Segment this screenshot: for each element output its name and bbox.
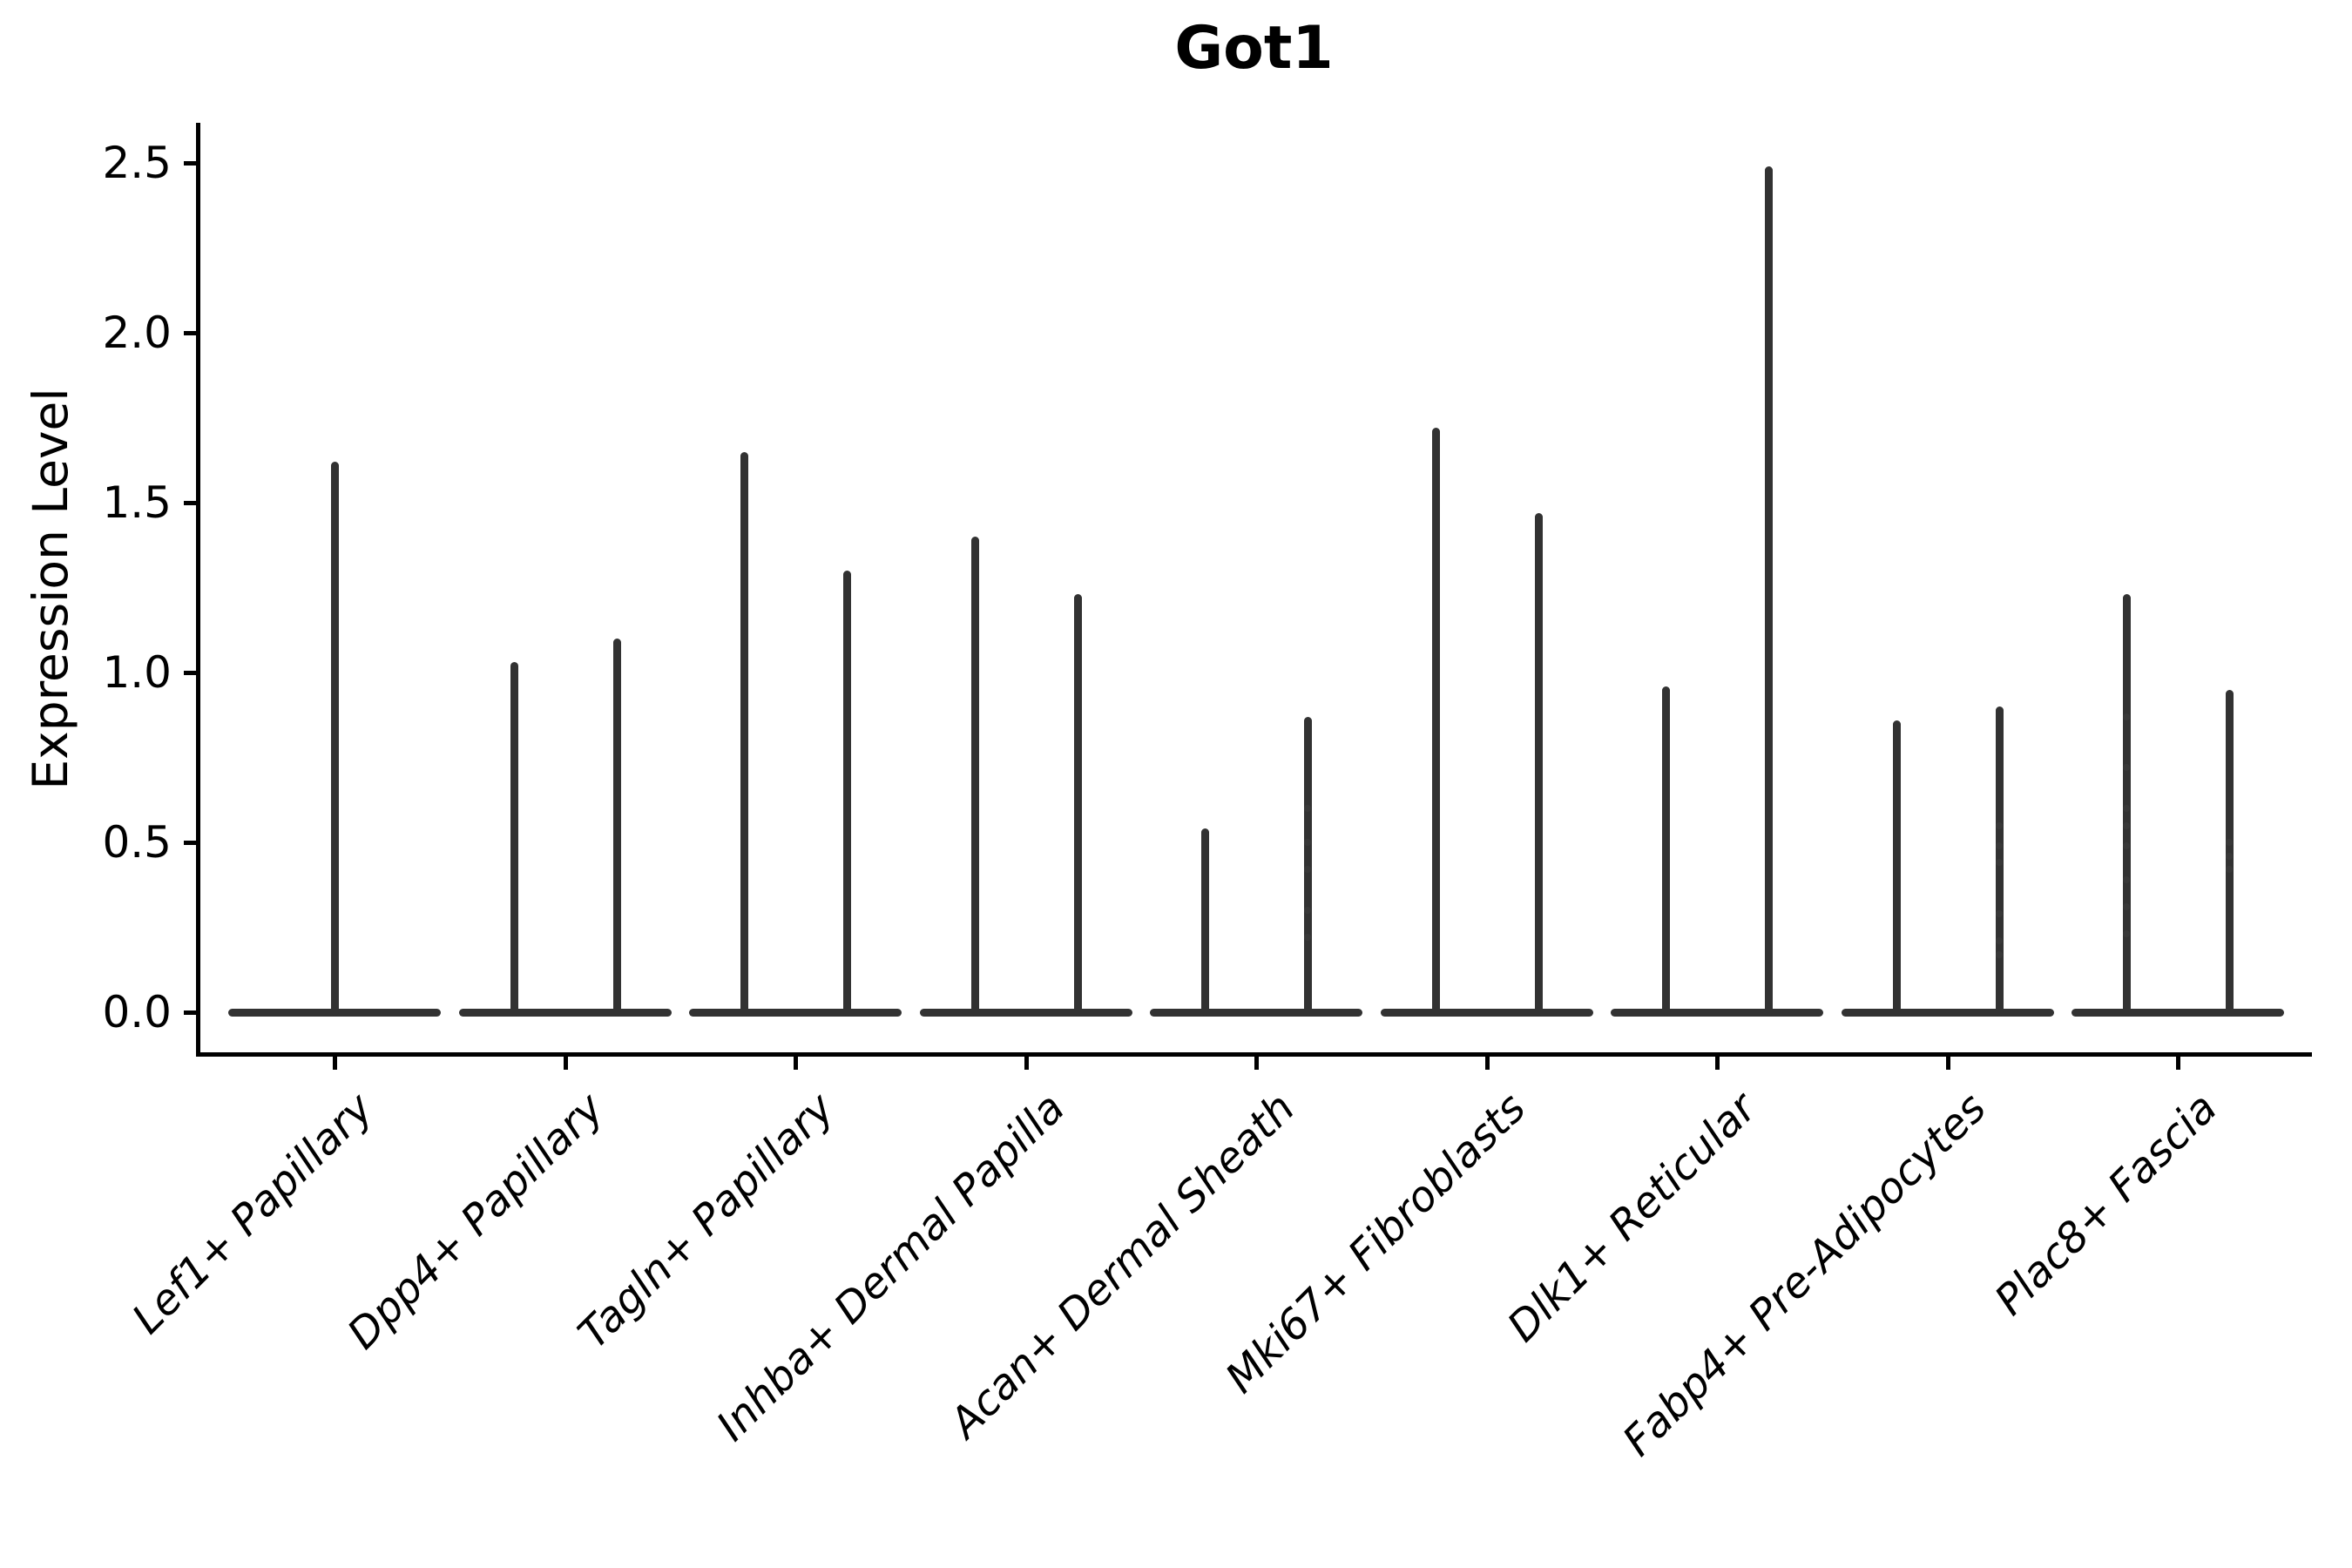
- x-tick: [1715, 1057, 1720, 1070]
- jitter-dot: [2123, 930, 2130, 938]
- violin-spike: [1765, 166, 1773, 1016]
- jitter-dot: [1304, 805, 1311, 812]
- x-tick: [2176, 1057, 2180, 1070]
- y-tick: [184, 501, 198, 505]
- jitter-dot: [2226, 866, 2233, 874]
- violin-spike: [1534, 512, 1543, 1016]
- jitter-dot: [2123, 903, 2130, 911]
- violin-spike: [1892, 720, 1901, 1016]
- y-tick-label: 2.0: [102, 308, 172, 358]
- y-axis-label: Expression Level: [23, 388, 78, 790]
- violin-spike: [1662, 686, 1670, 1016]
- x-tick-label: Dlk1+ Reticular: [1497, 1084, 1766, 1352]
- jitter-dot: [2123, 805, 2130, 812]
- jitter-dot: [1995, 950, 2003, 958]
- y-tick: [184, 1010, 198, 1015]
- jitter-dot: [2226, 839, 2233, 846]
- violin-spike: [1431, 428, 1440, 1016]
- x-tick: [1024, 1057, 1029, 1070]
- violin-base: [1841, 1009, 2054, 1017]
- jitter-dot: [1304, 907, 1311, 914]
- y-tick-label: 0.0: [102, 987, 172, 1037]
- violin-base: [919, 1009, 1132, 1017]
- y-tick-label: 1.0: [102, 647, 172, 698]
- x-tick-label: Tagln+ Papillary: [569, 1084, 844, 1359]
- x-tick: [1484, 1057, 1490, 1070]
- jitter-dot: [1995, 859, 2003, 867]
- y-tick: [184, 161, 198, 166]
- y-tick-label: 0.5: [102, 817, 172, 868]
- violin-spike: [970, 537, 979, 1016]
- jitter-dot: [2226, 852, 2233, 860]
- violin-base: [689, 1009, 902, 1017]
- x-tick: [1945, 1057, 1950, 1070]
- x-tick-label: Lef1+ Papillary: [123, 1084, 383, 1344]
- jitter-dot: [1304, 866, 1311, 874]
- y-tick-label: 1.5: [102, 477, 172, 528]
- x-tick-label: Fabp4+ Pre-Adipocytes: [1613, 1084, 1997, 1466]
- jitter-dot: [2123, 841, 2130, 849]
- violin-base: [1150, 1009, 1362, 1017]
- violin-spike: [843, 571, 851, 1016]
- jitter-dot: [2123, 764, 2130, 772]
- x-axis-line: [196, 1052, 2312, 1057]
- jitter-dot: [2123, 713, 2130, 720]
- y-tick-label: 2.5: [102, 138, 172, 188]
- x-tick-label: Plac8+ Fascia: [1984, 1084, 2227, 1325]
- jitter-dot: [1995, 821, 2003, 829]
- y-tick: [184, 331, 198, 335]
- x-tick: [1254, 1057, 1259, 1070]
- jitter-dot: [1995, 937, 2003, 945]
- plot-title: Got1: [1174, 14, 1334, 83]
- violin-base: [458, 1009, 672, 1017]
- violin-spike: [1073, 594, 1082, 1016]
- jitter-dot: [2123, 875, 2130, 883]
- y-tick: [184, 841, 198, 845]
- violin-spike: [1201, 828, 1209, 1016]
- x-tick: [563, 1057, 568, 1070]
- violin-base: [1611, 1009, 1823, 1017]
- y-tick: [184, 671, 198, 675]
- jitter-dot: [1304, 934, 1311, 942]
- violin-spike: [740, 451, 748, 1016]
- violin-base: [1380, 1009, 1593, 1017]
- x-tick-label: Dpp4+ Papillary: [338, 1084, 614, 1359]
- violin-spike: [612, 639, 621, 1016]
- violin-spike: [331, 462, 339, 1016]
- x-tick: [333, 1057, 337, 1070]
- y-axis-line: [196, 123, 200, 1057]
- jitter-dot: [1995, 909, 2003, 917]
- jitter-dot: [1304, 839, 1311, 846]
- violin-spike: [510, 662, 518, 1016]
- jitter-dot: [2123, 821, 2130, 829]
- jitter-dot: [1995, 841, 2003, 849]
- x-tick: [794, 1057, 798, 1070]
- violin-base: [2072, 1009, 2284, 1017]
